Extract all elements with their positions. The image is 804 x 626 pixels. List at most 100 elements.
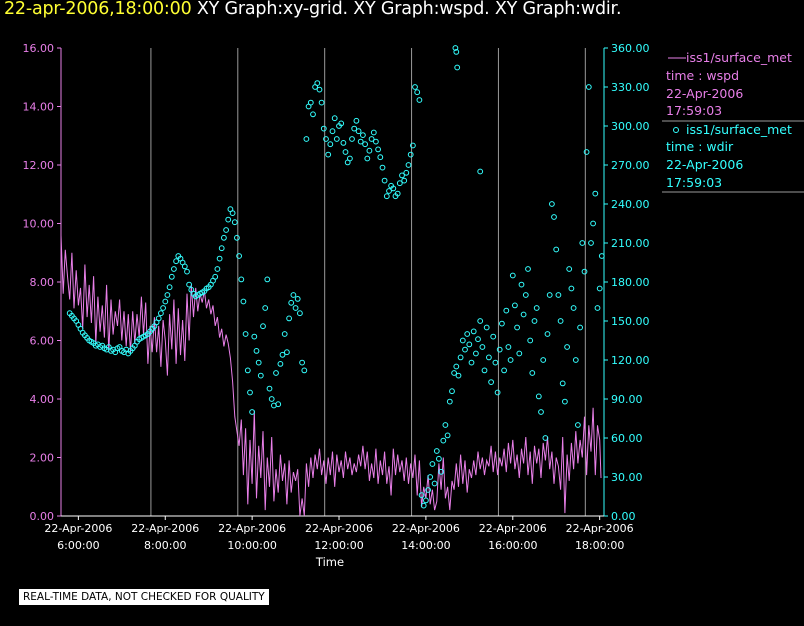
wdir-point-54 — [184, 268, 190, 275]
wdir-point-204 — [509, 272, 516, 279]
wdir-point-168 — [431, 480, 438, 487]
wdir-point-197 — [494, 389, 501, 396]
wdir-point-93 — [268, 396, 275, 402]
right-tick-label-6: 180.00 — [611, 276, 650, 289]
wdir-point-246 — [477, 168, 484, 175]
wdir-point-155 — [403, 169, 410, 176]
wdir-point-98 — [279, 351, 286, 358]
legend-wspd-date: 22-Apr-2006 — [666, 86, 743, 101]
wdir-point-242 — [592, 190, 599, 197]
wdir-point-199 — [499, 320, 505, 327]
x-tick-time-5: 16:00:00 — [488, 539, 537, 552]
wdir-point-76 — [231, 219, 238, 226]
wspd-series — [60, 235, 602, 517]
wdir-point-213 — [529, 370, 536, 376]
wdir-point-141 — [373, 138, 379, 145]
wdir-point-232 — [570, 305, 577, 311]
wdir-point-89 — [260, 323, 266, 330]
legend-wdir-date: 22-Apr-2006 — [666, 157, 743, 172]
wdir-point-97 — [277, 361, 284, 367]
wdir-point-129 — [347, 155, 353, 162]
wdir-point-49 — [173, 258, 180, 265]
wdir-point-214 — [531, 318, 538, 324]
right-tick-label-0: 0.00 — [611, 510, 636, 523]
wdir-point-227 — [559, 380, 566, 387]
wdir-point-147 — [386, 188, 392, 194]
wdir-point-224 — [553, 246, 560, 253]
left-tick-label-1: 2.00 — [30, 452, 55, 465]
wdir-point-67 — [212, 273, 219, 280]
wdir-point-72 — [223, 227, 230, 233]
right-tick-label-12: 360.00 — [611, 42, 650, 55]
right-tick-label-3: 90.00 — [611, 393, 643, 406]
wdir-point-216 — [535, 393, 542, 400]
wdir-point-96 — [275, 401, 282, 408]
wdir-point-231 — [568, 285, 575, 292]
wdir-point-144 — [379, 164, 386, 171]
wdir-point-218 — [540, 357, 547, 363]
wdir-point-79 — [238, 276, 245, 283]
legend-wdir-variable: time : wdir — [666, 139, 734, 154]
legend-wspd-time: 17:59:03 — [666, 103, 722, 118]
wdir-point-125 — [338, 120, 345, 127]
wdir-point-220 — [544, 331, 551, 337]
wdir-point-44 — [162, 298, 169, 305]
wdir-point-81 — [242, 331, 249, 337]
wdir-point-171 — [438, 468, 445, 475]
wdir-point-41 — [155, 315, 162, 322]
wdir-point-237 — [581, 268, 588, 275]
wdir-point-163 — [420, 502, 427, 509]
x-tick-time-3: 12:00:00 — [314, 539, 363, 552]
left-tick-label-0: 0.00 — [30, 510, 55, 523]
wdir-point-71 — [221, 234, 227, 241]
wdir-point-122 — [331, 115, 338, 122]
wdir-point-46 — [166, 284, 173, 291]
wdir-point-95 — [273, 370, 279, 376]
x-tick-date-1: 22-Apr-2006 — [131, 522, 199, 535]
legend: iss1/surface_met time : wspd 22-Apr-2006… — [662, 50, 804, 193]
wdir-point-82 — [244, 367, 251, 374]
wdir-point-99 — [281, 331, 288, 337]
wdir-point-194 — [488, 379, 495, 386]
wdir-point-241 — [590, 220, 596, 227]
wdir-point-142 — [375, 146, 382, 153]
wdir-point-233 — [572, 357, 579, 363]
wdir-point-131 — [351, 125, 358, 132]
wdir-point-193 — [486, 354, 492, 361]
wdir-point-140 — [370, 129, 377, 136]
wdir-point-162 — [418, 492, 425, 499]
x-tick-date-4: 22-Apr-2006 — [392, 522, 460, 535]
wdir-point-156 — [405, 162, 412, 168]
wdir-point-184 — [466, 341, 473, 348]
wdir-point-53 — [181, 263, 188, 270]
wdir-point-83 — [247, 389, 253, 396]
wdir-point-219 — [542, 435, 549, 441]
wdir-point-154 — [401, 177, 408, 184]
x-axis-label: Time — [315, 555, 344, 569]
wdir-point-151 — [394, 190, 401, 197]
wdir-point-229 — [564, 344, 570, 350]
wdir-point-109 — [303, 136, 310, 142]
wdir-point-226 — [557, 318, 564, 324]
x-tick-time-1: 8:00:00 — [144, 539, 186, 552]
wdir-point-77 — [234, 234, 240, 241]
wdir-point-222 — [549, 201, 555, 207]
legend-wdir-marker — [673, 127, 679, 133]
title-date: 22-apr-2006,18:00:00 — [4, 0, 192, 19]
wdir-point-217 — [538, 409, 544, 415]
x-tick-date-5: 22-Apr-2006 — [479, 522, 547, 535]
wdir-point-47 — [168, 273, 175, 280]
wdir-point-87 — [255, 359, 262, 366]
wdir-point-48 — [171, 266, 177, 272]
wdir-point-243 — [594, 305, 601, 311]
legend-wdir-time: 17:59:03 — [666, 175, 722, 190]
wdir-point-207 — [516, 350, 523, 357]
wdir-point-188 — [475, 336, 481, 343]
wdir-point-221 — [546, 292, 553, 298]
wdir-point-88 — [257, 372, 264, 379]
wdir-point-86 — [253, 348, 260, 354]
wdir-point-173 — [442, 422, 449, 428]
title-graph-wdir: XY Graph:wdir. — [494, 0, 622, 19]
wdir-point-192 — [483, 324, 490, 331]
